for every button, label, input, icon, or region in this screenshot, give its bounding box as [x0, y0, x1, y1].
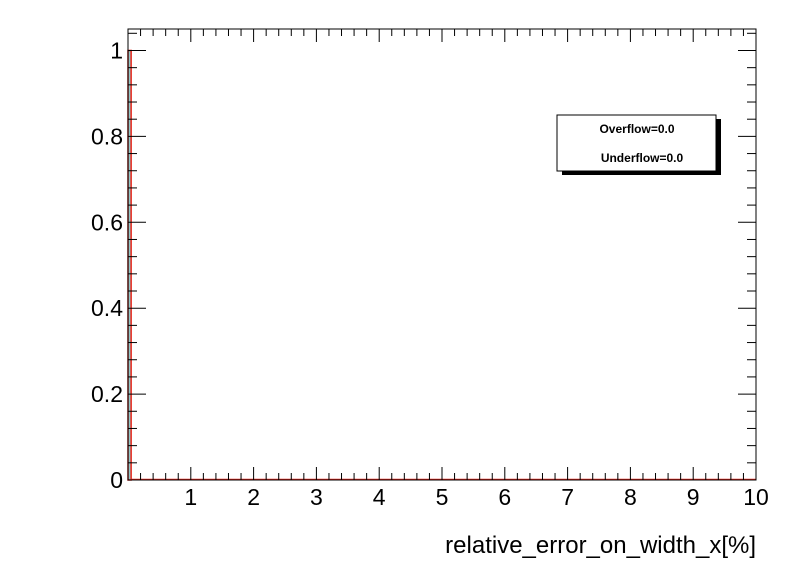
x-tick-label: 5	[436, 484, 449, 510]
y-tick-label: 0.2	[91, 381, 123, 407]
x-tick-label: 3	[310, 484, 323, 510]
stats-underflow: Underflow=0.0	[601, 151, 684, 165]
tick-labels: 1 2 3 4 5 6 7 8 9 10 0 0.2 0.4 0.6 0.8 1	[91, 37, 769, 510]
y-tick-label: 0.4	[91, 295, 123, 321]
x-tick-label: 9	[687, 484, 700, 510]
x-tick-label: 2	[247, 484, 260, 510]
y-tick-label: 0.8	[91, 123, 123, 149]
axis-ticks	[127, 29, 757, 481]
plot-frame	[127, 28, 757, 481]
y-tick-label: 0	[110, 467, 123, 493]
x-tick-label: 8	[624, 484, 637, 510]
stats-overflow: Overflow=0.0	[599, 122, 674, 136]
y-tick-label: 0.6	[91, 209, 123, 235]
stats-box-frame	[556, 114, 717, 172]
x-tick-label: 1	[184, 484, 197, 510]
x-tick-label: 10	[743, 484, 769, 510]
x-tick-label: 6	[498, 484, 511, 510]
x-tick-label: 4	[373, 484, 386, 510]
x-axis-title: relative_error_on_width_x[%]	[445, 532, 756, 559]
stats-box: Overflow=0.0 Underflow=0.0	[556, 114, 721, 175]
x-tick-label: 7	[561, 484, 574, 510]
y-tick-label: 1	[110, 37, 123, 63]
